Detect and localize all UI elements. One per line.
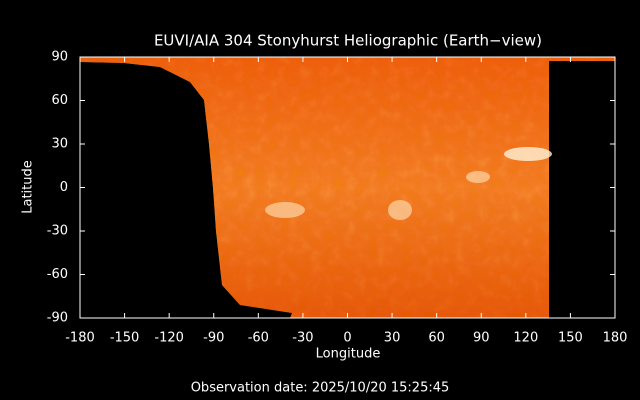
solar-map <box>80 57 615 318</box>
footer: Observation date: 2025/10/20 15:25:45 <box>191 381 450 396</box>
x-tick-label: -120 <box>154 331 184 346</box>
y-tick-label: -90 <box>47 311 68 326</box>
x-axis-label: Longitude <box>316 347 381 362</box>
x-tick-label: -90 <box>203 331 224 346</box>
bright-region <box>388 200 412 220</box>
bright-region <box>466 171 490 183</box>
bright-region <box>504 147 552 161</box>
y-tick-label: -60 <box>47 267 68 282</box>
bright-region <box>265 202 305 218</box>
y-tick-label: 30 <box>51 137 68 152</box>
x-tick-label: 0 <box>343 331 351 346</box>
x-tick-label: -60 <box>248 331 269 346</box>
x-tick-label: 60 <box>428 331 445 346</box>
x-tick-label: -30 <box>292 331 313 346</box>
y-tick-label: 60 <box>51 93 68 108</box>
x-tick-label: -180 <box>65 331 95 346</box>
y-axis-label: Latitude <box>21 160 36 214</box>
x-tick-label: 90 <box>473 331 490 346</box>
x-tick-label: 150 <box>558 331 583 346</box>
chart-title: EUVI/AIA 304 Stonyhurst Heliographic (Ea… <box>154 32 542 50</box>
x-tick-label: 30 <box>384 331 401 346</box>
y-tick-label: 90 <box>51 50 68 65</box>
x-tick-label: -150 <box>110 331 140 346</box>
y-tick-label: -30 <box>47 224 68 239</box>
x-tick-label: 180 <box>603 331 628 346</box>
y-tick-label: 0 <box>60 180 68 195</box>
x-tick-label: 120 <box>513 331 538 346</box>
